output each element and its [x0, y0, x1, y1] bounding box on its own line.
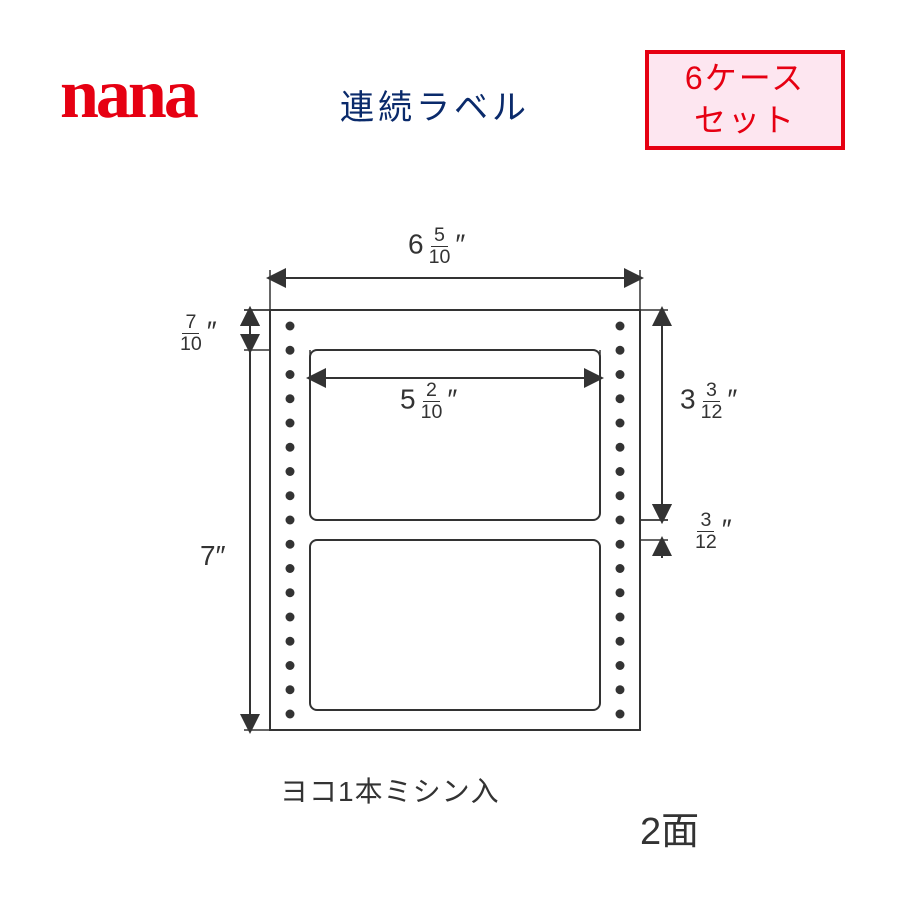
caption-faces: 2面: [640, 800, 699, 855]
promo-badge: 6ケース セット: [645, 50, 845, 150]
promo-text: 6ケース セット: [685, 58, 805, 141]
diagram-svg: [140, 240, 760, 800]
label-diagram: 6510″ 5210″ 710″ 7″ 3312″ 312″: [140, 240, 760, 800]
dim-label-width: 5210″: [400, 380, 457, 422]
dim-label-gap: 312″: [690, 510, 732, 552]
dim-label-height: 3312″: [680, 380, 737, 422]
dim-total-height: 7″: [200, 540, 226, 572]
dim-top-margin: 710″: [175, 312, 217, 354]
brand-logo: nana: [60, 55, 196, 135]
header: nana 連続ラベル 6ケース セット: [30, 30, 870, 150]
product-subtitle: 連続ラベル: [340, 80, 530, 129]
dim-total-width: 6510″: [408, 225, 465, 267]
caption-perforation: ヨコ1本ミシン入: [280, 770, 500, 810]
